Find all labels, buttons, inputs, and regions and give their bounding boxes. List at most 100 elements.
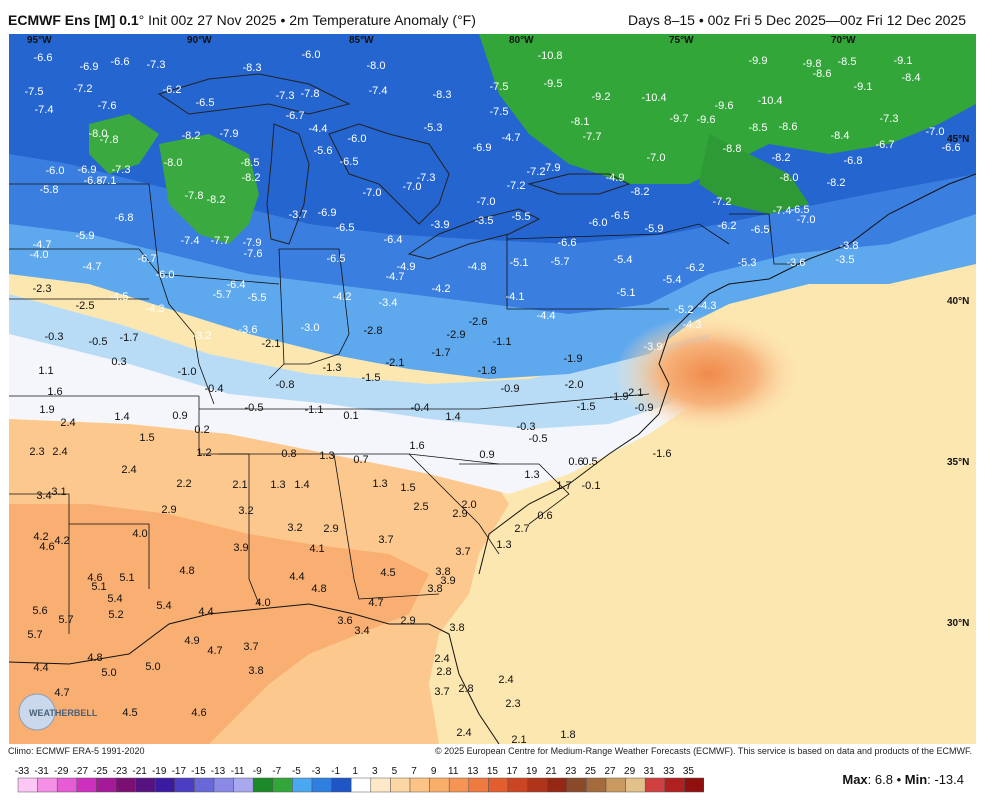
anomaly-value: -4.7	[502, 132, 521, 144]
colorbar-swatch	[409, 777, 430, 793]
anomaly-value: -3.8	[840, 240, 859, 252]
colorbar-swatch	[154, 777, 176, 793]
color-legend: -33 -31 -29 -27 -25 -23 -21 -19 -17 -15 -13 -11 -9 -7…	[14, 764, 705, 803]
anomaly-value: -6.0	[156, 269, 175, 281]
colorbar-tick-label: 35	[683, 766, 695, 777]
anomaly-value: 0.6	[568, 456, 583, 468]
anomaly-value: 0.8	[281, 448, 296, 460]
anomaly-value: -7.0	[797, 214, 816, 226]
anomaly-value: -4.2	[333, 291, 352, 303]
anomaly-value: -7.7	[211, 235, 230, 247]
anomaly-value: -4.8	[468, 261, 487, 273]
anomaly-value: -7.2	[713, 196, 732, 208]
anomaly-value: -3.4	[379, 297, 398, 309]
green-wisconsin	[159, 134, 259, 244]
anomaly-value: -6.8	[844, 155, 863, 167]
colorbar-tick-label: 33	[663, 766, 675, 777]
min-value: : -13.4	[927, 772, 964, 787]
anomaly-value: -9.2	[592, 91, 611, 103]
anomaly-value: -5.2	[675, 304, 694, 316]
anomaly-value: -8.5	[241, 157, 260, 169]
climo-note: Climo: ECMWF ERA-5 1991-2020	[8, 746, 145, 756]
colorbar-swatch	[527, 777, 548, 793]
anomaly-value: -4.0	[30, 249, 49, 261]
cool-band	[9, 294, 709, 429]
anomaly-value: 5.7	[58, 614, 73, 626]
colorbar-swatch	[37, 777, 58, 793]
colorbar-swatch	[135, 777, 156, 793]
anomaly-value: -1.1	[493, 336, 512, 348]
anomaly-value: -6.5	[611, 210, 630, 222]
init-text: Init 00z 27 Nov 2025 • 2m Temperature An…	[144, 12, 476, 28]
anomaly-value: -6.2	[718, 220, 737, 232]
anomaly-value: -7.7	[583, 131, 602, 143]
anomaly-value: -7.3	[417, 172, 436, 184]
anomaly-value: -5.6	[314, 145, 333, 157]
anomaly-value: -8.5	[838, 56, 857, 68]
anomaly-value: -1.7	[432, 347, 451, 359]
anomaly-value: -3.6	[239, 324, 258, 336]
anomaly-value: -6.0	[348, 133, 367, 145]
anomaly-values: -6.6 -6.9 -6.6 -7.3 -6.0 -8.3 -8.0 -10.8 -9.9 -9.…	[25, 49, 961, 744]
anomaly-value: -8.2	[827, 177, 846, 189]
colorbar-tick-label: -19	[152, 766, 167, 777]
anomaly-value: -1.5	[577, 401, 596, 413]
anomaly-value: -6.9	[78, 164, 97, 176]
anomaly-value: 4.0	[132, 528, 147, 540]
lon-label: 90°W	[187, 35, 212, 46]
anomaly-value: -5.5	[248, 292, 267, 304]
anomaly-value: -7.4	[181, 235, 200, 247]
anomaly-value: -7.9	[542, 162, 561, 174]
colorbar-tick-label: 7	[411, 766, 417, 777]
anomaly-value: -4.9	[606, 172, 625, 184]
anomaly-value: -8.0	[164, 157, 183, 169]
anomaly-value: 2.9	[323, 523, 338, 535]
anomaly-value: -0.1	[582, 480, 601, 492]
anomaly-value: -9.8	[803, 58, 822, 70]
anomaly-value: 0.6	[537, 510, 552, 522]
anomaly-value: -6.6	[942, 142, 961, 154]
anomaly-value: -8.4	[831, 130, 850, 142]
colorbar-tick-label: -7	[272, 766, 281, 777]
anomaly-value: -6.9	[473, 142, 492, 154]
anomaly-value: -1.0	[178, 366, 197, 378]
anomaly-value: 3.8	[435, 566, 450, 578]
anomaly-value: 2.5	[413, 501, 428, 513]
anomaly-value: 3.4	[354, 625, 369, 637]
anomaly-value: -6.8	[84, 175, 103, 187]
colorbar-tick-label: -23	[113, 766, 128, 777]
anomaly-value: -4.4	[537, 310, 556, 322]
anomaly-value: 1.8	[560, 729, 575, 741]
colorbar-tick-label: 5	[392, 766, 398, 777]
anomaly-value: -3.9	[644, 341, 663, 353]
colorbar-swatch	[272, 777, 293, 793]
anomaly-value: -6.4	[384, 234, 403, 246]
colorbar-tick-label: 15	[487, 766, 499, 777]
anomaly-value: 4.4	[289, 571, 304, 583]
anomaly-value: -8.2	[631, 186, 650, 198]
colorbar-tick-label: 31	[644, 766, 656, 777]
anomaly-value: 3.9	[440, 575, 455, 587]
anomaly-value: -8.3	[433, 89, 452, 101]
anomaly-value: -7.0	[647, 152, 666, 164]
anomaly-value: -6.6	[34, 52, 53, 64]
anomaly-value: -7.5	[490, 106, 509, 118]
anomaly-value: -3.2	[193, 330, 212, 342]
anomaly-value: -6.5	[336, 222, 355, 234]
anomaly-value: 3.6	[337, 615, 352, 627]
anomaly-value: -5.1	[617, 287, 636, 299]
anomaly-value: -5.3	[424, 122, 443, 134]
colorbar-swatch	[448, 777, 470, 793]
anomaly-value: -5.4	[663, 274, 682, 286]
anomaly-value: -7.8	[100, 134, 119, 146]
anomaly-value: 1.1	[38, 365, 53, 377]
anomaly-value: 4.8	[179, 565, 194, 577]
anomaly-value: 1.5	[400, 482, 415, 494]
lon-label: 80°W	[509, 35, 534, 46]
colorbar-swatch	[429, 777, 450, 793]
anomaly-value: 1.3	[319, 450, 334, 462]
anomaly-value: -6.5	[751, 224, 770, 236]
anomaly-value: 1.4	[294, 479, 309, 491]
anomaly-map[interactable]: 95°W 90°W 85°W 80°W 75°W 70°W 45°N 40°N …	[9, 34, 976, 744]
anomaly-value: -7.5	[25, 86, 44, 98]
